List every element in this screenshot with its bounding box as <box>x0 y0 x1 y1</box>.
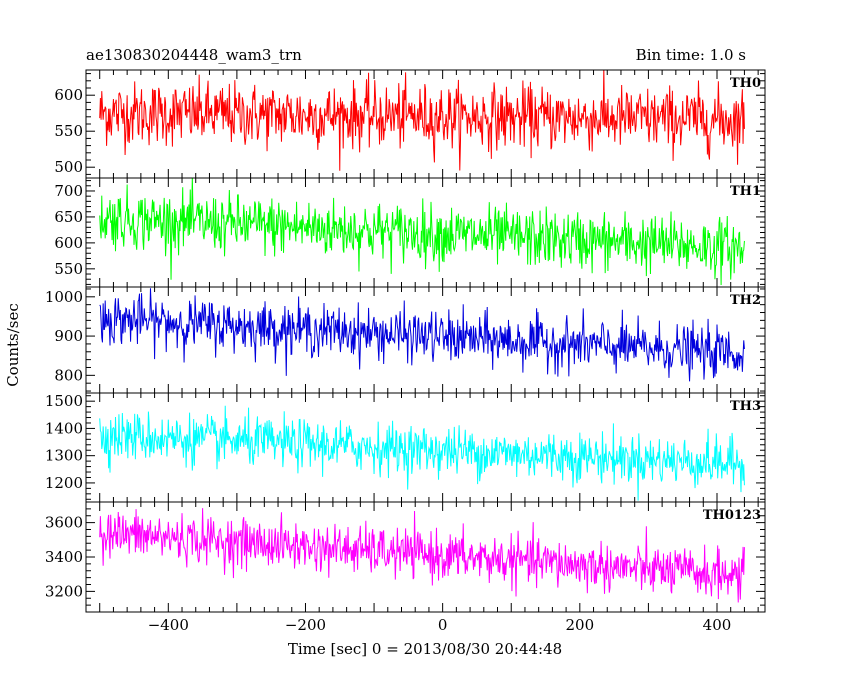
y-tick-label: 1400 <box>45 419 83 437</box>
x-axis-label: Time [sec] 0 = 2013/08/30 20:44:48 <box>288 640 562 658</box>
x-tick-label: 0 <box>438 616 448 634</box>
y-tick-label: 550 <box>54 122 83 140</box>
panel-th1: 550 600 650 700 TH1 <box>54 177 766 288</box>
y-tick-label: 1000 <box>45 288 83 306</box>
y-tick-label: 650 <box>54 208 83 226</box>
panel-label-th0123: TH0123 <box>703 508 761 523</box>
series-line-th0123 <box>99 508 745 603</box>
y-tick-label: 700 <box>54 182 83 200</box>
y-tick-label: 1200 <box>45 474 83 492</box>
panel-label-th0: TH0 <box>730 76 761 91</box>
y-tick-label: 3600 <box>45 514 83 532</box>
y-tick-label: 3200 <box>45 582 83 600</box>
panel-th0: 500 550 600 TH0 <box>54 69 766 179</box>
x-tick-label: −400 <box>148 616 189 634</box>
panels-group: 500 550 600 TH0 550 600 650 700 TH1 800 900 1000 TH2… <box>45 69 766 613</box>
y-tick-label: 1300 <box>45 447 83 465</box>
series-line-th2 <box>99 288 745 382</box>
y-tick-label: 1500 <box>45 392 83 410</box>
y-axis-label: Counts/sec <box>4 303 22 387</box>
y-tick-label: 500 <box>54 158 83 176</box>
panel-label-th2: TH2 <box>730 293 761 308</box>
series-line-th0 <box>99 70 745 171</box>
series-line-th1 <box>99 178 745 286</box>
x-tick-label: 400 <box>703 616 732 634</box>
panel-label-th1: TH1 <box>730 184 761 199</box>
y-tick-label: 600 <box>54 234 83 252</box>
x-tick-label: −200 <box>285 616 326 634</box>
panel-label-th3: TH3 <box>730 399 761 414</box>
chart-title-right: Bin time: 1.0 s <box>636 46 746 64</box>
y-tick-label: 3400 <box>45 548 83 566</box>
chart-title-left: ae130830204448_wam3_trn <box>86 46 302 64</box>
x-tick-label: 200 <box>565 616 594 634</box>
y-tick-label: 900 <box>54 327 83 345</box>
series-line-th3 <box>99 405 745 501</box>
y-tick-label: 550 <box>54 260 83 278</box>
y-tick-label: 600 <box>54 86 83 104</box>
panel-th2: 800 900 1000 TH2 <box>45 286 766 394</box>
y-tick-label: 800 <box>54 366 83 384</box>
panel-th0123: 3200 3400 3600 TH0123 <box>45 501 766 613</box>
x-axis: −400 −200 0 200 400 <box>148 616 732 634</box>
panel-th3: 1200 1300 1400 1500 TH3 <box>45 392 766 503</box>
